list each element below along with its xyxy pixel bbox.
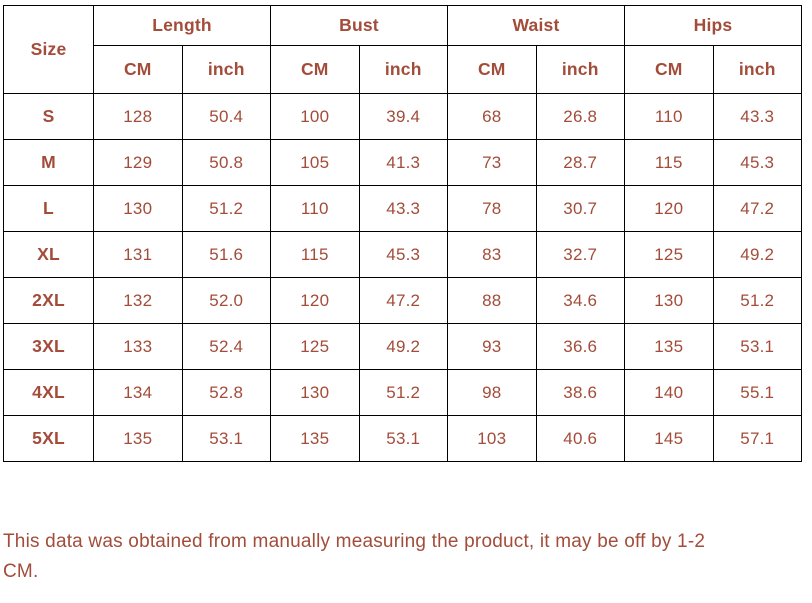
table-row-m: M 129 50.8 105 41.3 73 28.7 115 45.3 (3, 139, 802, 186)
measurement-cell: 103 (447, 415, 537, 462)
measurement-cell: 36.6 (535, 323, 625, 370)
measurement-cell: 52.4 (181, 323, 271, 370)
measurement-cell: 120 (624, 185, 714, 232)
measurement-cell: 125 (624, 231, 714, 278)
header-waist: Waist (447, 5, 625, 46)
measurement-cell: 57.1 (712, 415, 802, 462)
size-label: XL (3, 231, 94, 278)
measurement-cell: 128 (93, 93, 183, 140)
measurement-cell: 115 (270, 231, 360, 278)
measurement-cell: 41.3 (358, 139, 448, 186)
unit-header-hips-inch: inch (712, 45, 802, 94)
measurement-cell: 53.1 (358, 415, 448, 462)
measurement-cell: 32.7 (535, 231, 625, 278)
table-row-4xl: 4XL 134 52.8 130 51.2 98 38.6 140 55.1 (3, 369, 802, 416)
measurement-cell: 129 (93, 139, 183, 186)
measurement-cell: 83 (447, 231, 537, 278)
measurement-cell: 52.8 (181, 369, 271, 416)
table-row-xl: XL 131 51.6 115 45.3 83 32.7 125 49.2 (3, 231, 802, 278)
measurement-cell: 43.3 (358, 185, 448, 232)
unit-header-length-cm: CM (93, 45, 183, 94)
measurement-cell: 51.2 (358, 369, 448, 416)
size-label: L (3, 185, 94, 232)
measurement-cell: 133 (93, 323, 183, 370)
measurement-cell: 51.2 (712, 277, 802, 324)
measurement-cell: 68 (447, 93, 537, 140)
measurement-cell: 39.4 (358, 93, 448, 140)
header-hips: Hips (624, 5, 802, 46)
measurement-cell: 115 (624, 139, 714, 186)
measurement-cell: 88 (447, 277, 537, 324)
measurement-cell: 100 (270, 93, 360, 140)
measurement-cell: 47.2 (358, 277, 448, 324)
measurement-cell: 78 (447, 185, 537, 232)
measurement-cell: 98 (447, 369, 537, 416)
unit-header-bust-inch: inch (358, 45, 448, 94)
measurement-cell: 28.7 (535, 139, 625, 186)
measurement-disclaimer: This data was obtained from manually mea… (3, 527, 809, 587)
measurement-cell: 140 (624, 369, 714, 416)
measurement-cell: 26.8 (535, 93, 625, 140)
disclaimer-line-1: This data was obtained from manually mea… (3, 531, 706, 552)
measurement-cell: 55.1 (712, 369, 802, 416)
unit-header-waist-cm: CM (447, 45, 537, 94)
measurement-cell: 110 (624, 93, 714, 140)
measurement-cell: 45.3 (358, 231, 448, 278)
measurement-cell: 50.8 (181, 139, 271, 186)
table-row-3xl: 3XL 133 52.4 125 49.2 93 36.6 135 53.1 (3, 323, 802, 370)
measurement-cell: 125 (270, 323, 360, 370)
size-label: 3XL (3, 323, 94, 370)
measurement-cell: 145 (624, 415, 714, 462)
measurement-cell: 49.2 (712, 231, 802, 278)
measurement-cell: 73 (447, 139, 537, 186)
measurement-cell: 134 (93, 369, 183, 416)
header-size: Size (3, 5, 94, 94)
size-label: S (3, 93, 94, 140)
measurement-cell: 51.6 (181, 231, 271, 278)
measurement-cell: 135 (93, 415, 183, 462)
size-label: 4XL (3, 369, 94, 416)
measurement-cell: 132 (93, 277, 183, 324)
measurement-cell: 110 (270, 185, 360, 232)
size-label: M (3, 139, 94, 186)
size-label: 2XL (3, 277, 94, 324)
measurement-cell: 130 (93, 185, 183, 232)
measurement-cell: 53.1 (181, 415, 271, 462)
unit-header-length-inch: inch (181, 45, 271, 94)
header-bust: Bust (270, 5, 448, 46)
unit-header-row: CM inch CM inch CM inch CM inch (4, 45, 802, 94)
measurement-cell: 131 (93, 231, 183, 278)
measurement-cell: 50.4 (181, 93, 271, 140)
header-length: Length (93, 5, 271, 46)
table-row-5xl: 5XL 135 53.1 135 53.1 103 40.6 145 57.1 (3, 415, 802, 462)
measurement-cell: 45.3 (712, 139, 802, 186)
measurement-cell: 49.2 (358, 323, 448, 370)
measurement-cell: 43.3 (712, 93, 802, 140)
measurement-cell: 40.6 (535, 415, 625, 462)
size-chart-table: Size Length Bust Waist Hips CM inch CM i… (3, 5, 802, 462)
measurement-cell: 120 (270, 277, 360, 324)
measurement-cell: 51.2 (181, 185, 271, 232)
size-label: 5XL (3, 415, 94, 462)
group-header-row: Size Length Bust Waist Hips (3, 5, 802, 94)
table-row-l: L 130 51.2 110 43.3 78 30.7 120 47.2 (3, 185, 802, 232)
table-row-s: S 128 50.4 100 39.4 68 26.8 110 43.3 (3, 93, 802, 140)
measurement-cell: 38.6 (535, 369, 625, 416)
measurement-cell: 34.6 (535, 277, 625, 324)
measurement-cell: 53.1 (712, 323, 802, 370)
measurement-cell: 47.2 (712, 185, 802, 232)
measurement-cell: 52.0 (181, 277, 271, 324)
measurement-cell: 105 (270, 139, 360, 186)
measurement-cell: 130 (624, 277, 714, 324)
table-row-2xl: 2XL 132 52.0 120 47.2 88 34.6 130 51.2 (3, 277, 802, 324)
unit-header-waist-inch: inch (535, 45, 625, 94)
disclaimer-line-2: CM. (3, 561, 39, 582)
measurement-cell: 135 (624, 323, 714, 370)
unit-header-hips-cm: CM (624, 45, 714, 94)
unit-header-bust-cm: CM (270, 45, 360, 94)
measurement-cell: 93 (447, 323, 537, 370)
measurement-cell: 135 (270, 415, 360, 462)
measurement-cell: 30.7 (535, 185, 625, 232)
measurement-cell: 130 (270, 369, 360, 416)
